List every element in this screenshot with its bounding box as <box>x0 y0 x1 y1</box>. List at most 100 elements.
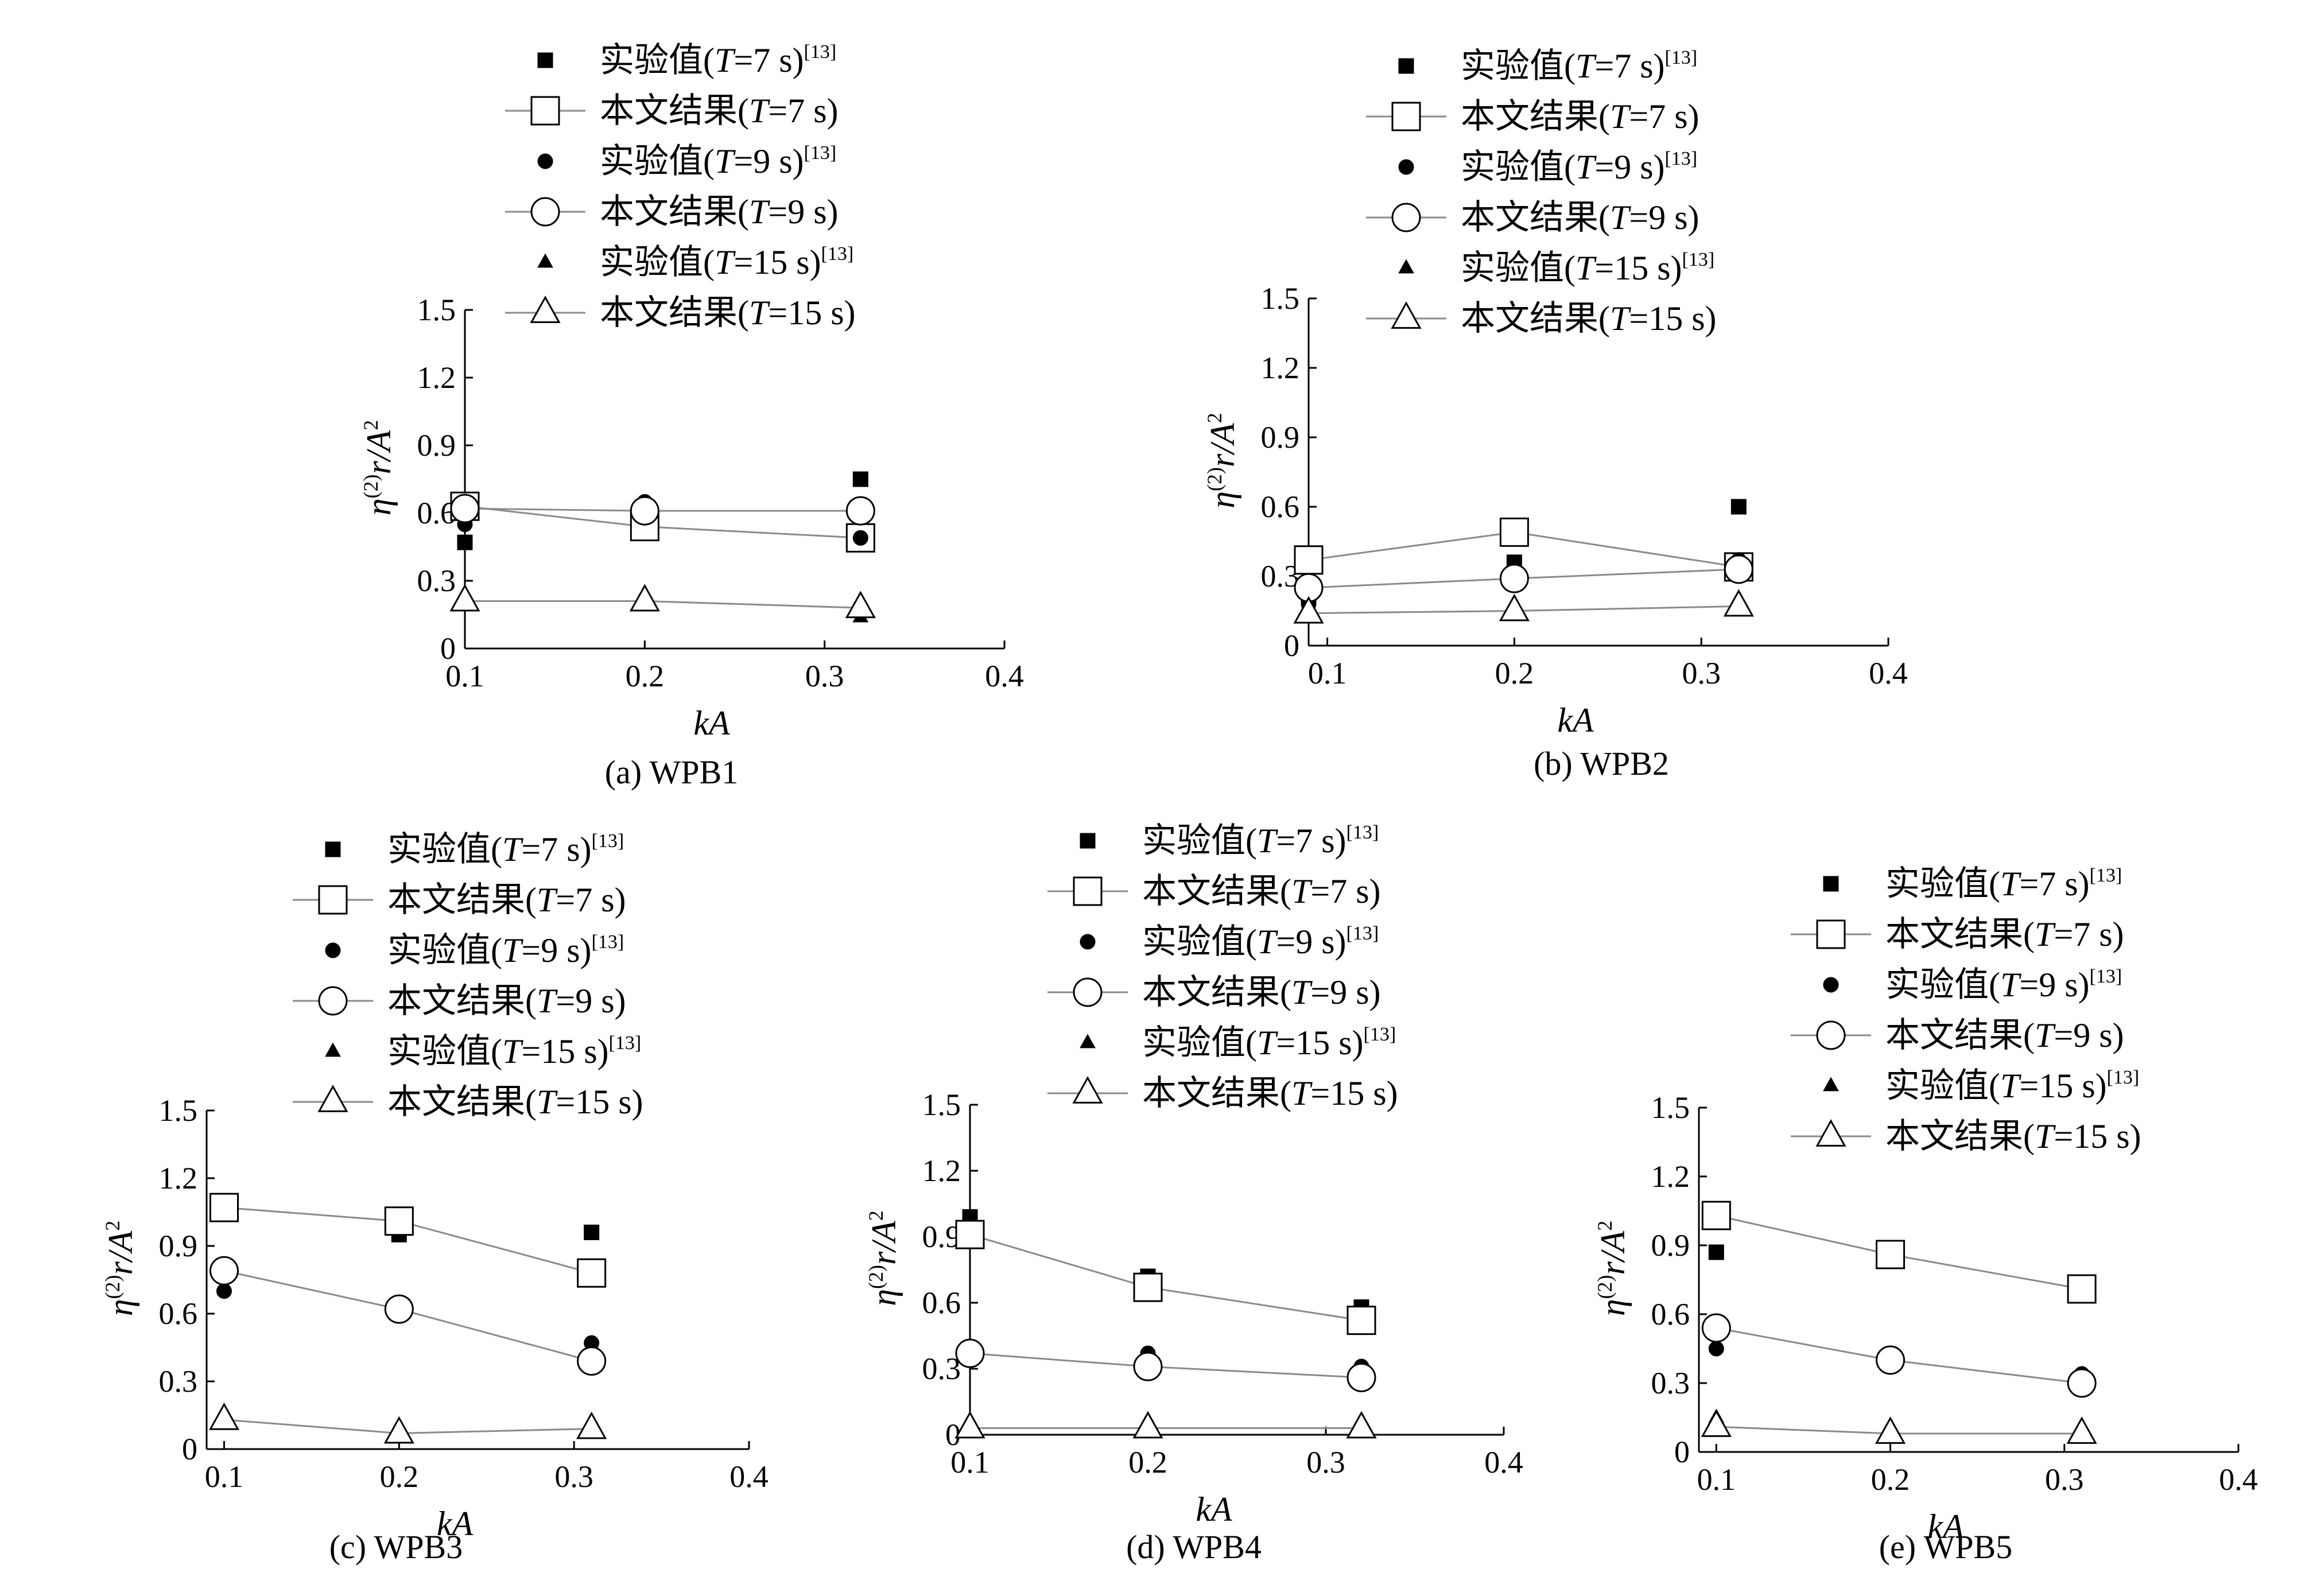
y-tick-label: 0.9 <box>922 1220 961 1254</box>
y-tick-label: 0.3 <box>417 564 456 598</box>
legend: 实验值(T=7 s)[13] 本文结果(T=7 s) 实验值(T=9 s)[13] 本… <box>505 41 856 332</box>
legend-label: 本文结果(T=9 s) <box>1885 1016 2124 1054</box>
legend-marker <box>317 1085 348 1112</box>
data-point-series-6 <box>1875 1416 1906 1444</box>
y-tick-label: 1.5 <box>417 293 456 327</box>
legend-marker <box>1080 1034 1096 1049</box>
legend-marker <box>537 253 553 268</box>
data-point-series-4 <box>630 496 659 526</box>
x-tick-label: 0.3 <box>2045 1462 2084 1497</box>
legend: 实验值(T=7 s)[13] 本文结果(T=7 s) 实验值(T=9 s)[13] 本… <box>1047 822 1398 1112</box>
series-line-6 <box>224 1419 592 1434</box>
data-point-series-6 <box>1346 1411 1377 1439</box>
data-point-series-2 <box>1294 545 1324 575</box>
y-tick-label: 1.2 <box>922 1154 961 1188</box>
legend-marker <box>1080 934 1096 950</box>
legend-label: 本文结果(T=7 s) <box>1885 915 2124 953</box>
data-point-series-1 <box>1708 1244 1724 1260</box>
panel-caption: (b) WPB2 <box>1534 745 1669 782</box>
y-tick-label: 0.6 <box>159 1296 198 1331</box>
data-point-series-2 <box>1346 1306 1376 1335</box>
x-tick-label: 0.2 <box>380 1459 419 1494</box>
y-tick-label: 1.5 <box>159 1093 198 1128</box>
legend-marker <box>530 296 561 323</box>
y-tick-label: 0.6 <box>1651 1297 1690 1331</box>
data-point-series-2 <box>1701 1201 1731 1230</box>
legend-label: 实验值(T=9 s)[13] <box>600 142 836 180</box>
series-line-2 <box>969 1233 1362 1322</box>
legend-label: 本文结果(T=15 s) <box>1461 300 1717 337</box>
legend-marker <box>1391 301 1422 329</box>
legend-marker <box>1823 876 1839 892</box>
legend-marker <box>1398 159 1414 175</box>
legend-label: 实验值(T=9 s)[13] <box>1461 148 1697 186</box>
data-point-series-6 <box>1293 596 1324 624</box>
data-point-series-3 <box>216 1283 232 1299</box>
data-point-series-4 <box>1499 564 1529 593</box>
data-point-series-4 <box>1724 554 1753 584</box>
chart-panel-1: 0 0.3 0.6 0.9 1.2 1.5 0.1 0.2 0.3 0.4 kA η(2)r/A2 (a… <box>359 41 1024 791</box>
x-tick-label: 0.4 <box>2219 1462 2258 1497</box>
legend-marker <box>530 96 560 126</box>
x-tick-label: 0.4 <box>985 659 1024 693</box>
data-point-series-4 <box>577 1346 607 1376</box>
y-tick-label: 0.6 <box>922 1286 961 1320</box>
x-tick-label: 0.3 <box>554 1459 593 1494</box>
legend-label: 本文结果(T=9 s) <box>387 982 626 1020</box>
chart-panel-2: 0 0.3 0.6 0.9 1.2 1.5 0.1 0.2 0.3 0.4 kA η(2)r/A2 (b… <box>1203 47 1908 782</box>
x-tick-label: 0.2 <box>1871 1462 1910 1497</box>
legend-label: 本文结果(T=15 s) <box>600 294 856 332</box>
x-tick-label: 0.2 <box>1128 1445 1167 1479</box>
data-point-series-6 <box>954 1411 985 1439</box>
legend-marker <box>1816 919 1846 949</box>
data-point-series-2 <box>1133 1272 1163 1302</box>
x-tick-label: 0.1 <box>445 659 484 693</box>
legend-label: 本文结果(T=15 s) <box>1142 1074 1398 1112</box>
data-point-series-2 <box>209 1193 239 1222</box>
data-point-series-3 <box>1708 1341 1724 1357</box>
chart-panel-3: 0 0.3 0.6 0.9 1.2 1.5 0.1 0.2 0.3 0.4 kA η(2)r/A2 (c… <box>101 830 769 1566</box>
data-point-series-4 <box>450 494 480 523</box>
x-tick-label: 0.3 <box>1306 1445 1345 1479</box>
x-axis-label: kA <box>693 704 730 742</box>
x-axis-label: kA <box>1196 1490 1232 1528</box>
data-point-series-6 <box>1499 593 1530 622</box>
panel-caption: (a) WPB1 <box>605 754 739 791</box>
legend-label: 本文结果(T=7 s) <box>387 881 626 919</box>
legend-marker <box>1398 58 1414 74</box>
legend-label: 本文结果(T=15 s) <box>387 1083 643 1121</box>
legend-marker <box>1815 1119 1846 1147</box>
legend-label: 实验值(T=7 s)[13] <box>1461 47 1697 85</box>
legend-marker <box>318 885 348 915</box>
data-point-series-2 <box>384 1206 414 1236</box>
data-point-series-1 <box>852 471 868 487</box>
legend-label: 本文结果(T=15 s) <box>1885 1117 2141 1155</box>
data-point-series-4 <box>384 1294 414 1324</box>
y-tick-label: 1.2 <box>417 360 456 395</box>
chart-panel-5: 0 0.3 0.6 0.9 1.2 1.5 0.1 0.2 0.3 0.4 kA η(2)r/A2 (e… <box>1593 865 2258 1566</box>
legend-label: 实验值(T=15 s)[13] <box>387 1032 641 1070</box>
data-point-series-2 <box>1499 517 1529 547</box>
data-point-series-6 <box>1723 589 1754 617</box>
y-axis-label: η(2)r/A2 <box>1593 1221 1632 1316</box>
y-tick-label: 1.2 <box>1651 1159 1690 1194</box>
data-point-series-2 <box>955 1220 985 1249</box>
y-tick-label: 1.5 <box>1261 281 1300 316</box>
x-tick-label: 0.4 <box>729 1459 769 1494</box>
y-tick-label: 0.3 <box>159 1364 198 1399</box>
legend: 实验值(T=7 s)[13] 本文结果(T=7 s) 实验值(T=9 s)[13] 本… <box>1366 47 1717 337</box>
legend-label: 本文结果(T=9 s) <box>1461 199 1699 236</box>
data-point-series-2 <box>577 1258 607 1288</box>
data-point-series-6 <box>845 591 876 619</box>
legend-label: 本文结果(T=9 s) <box>600 193 839 231</box>
x-tick-label: 0.1 <box>1308 656 1347 690</box>
legend-marker <box>537 52 553 68</box>
legend-marker <box>1072 1076 1103 1104</box>
x-axis-label: kA <box>437 1505 474 1543</box>
legend-label: 本文结果(T=7 s) <box>1142 872 1381 910</box>
data-point-series-6 <box>629 584 660 612</box>
data-point-series-6 <box>383 1416 414 1444</box>
y-tick-label: 0.9 <box>1651 1228 1690 1263</box>
data-point-series-6 <box>208 1402 240 1430</box>
panel-caption: (c) WPB3 <box>329 1528 463 1566</box>
